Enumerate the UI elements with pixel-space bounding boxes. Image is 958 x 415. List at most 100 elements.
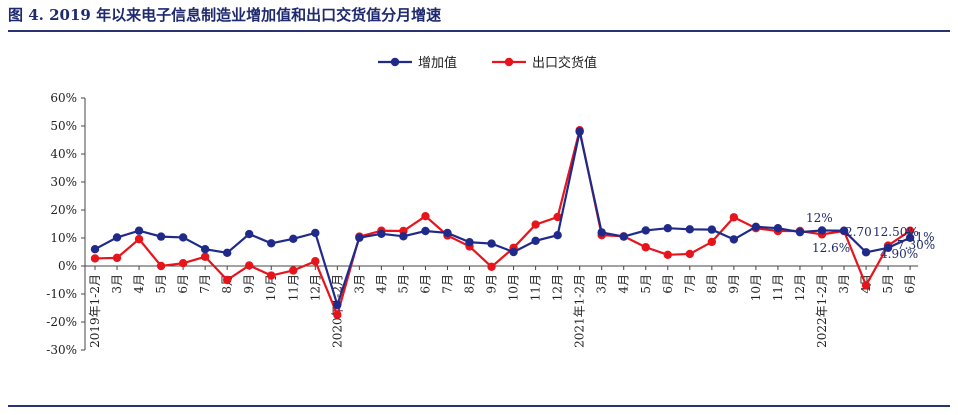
data-label: 12.6% [812,241,850,255]
data-point [134,226,144,235]
data-point [707,237,717,247]
x-tick-label: 2022年1-2月 [815,274,829,348]
data-point [905,233,915,242]
y-tick-label: 40% [50,147,77,161]
data-point [883,243,893,252]
data-point [222,275,232,285]
data-point [377,229,386,238]
x-tick-label: 7月 [683,274,697,294]
data-point [465,238,474,247]
x-tick-label: 8月 [705,274,719,294]
data-label: 12.50% [873,225,919,239]
x-tick-label: 3月 [110,274,124,294]
data-point [90,254,100,263]
x-tick-label: 9月 [485,274,499,294]
x-tick-label: 11月 [286,274,300,301]
data-point [707,225,717,234]
data-point [200,245,210,254]
data-point [267,239,276,248]
top-rule [8,30,950,32]
data-point [421,211,430,221]
data-point [839,226,849,235]
data-label: 2.70 [845,225,872,239]
x-tick-label: 11月 [529,274,543,301]
x-tick-label: 5月 [396,274,410,294]
data-point [861,248,871,257]
data-point [90,245,100,254]
y-tick-label: 0% [58,259,77,273]
x-tick-label: 7月 [440,274,454,294]
series-line-export [94,129,911,319]
data-point [663,224,672,233]
x-tick-label: 5月 [639,274,653,294]
data-point [685,249,695,259]
data-point [267,271,276,280]
data-point [861,281,871,290]
bottom-rule [8,405,950,407]
x-tick-label: 10月 [264,274,278,301]
data-point [597,228,606,237]
data-point [509,247,518,257]
data-point [421,226,430,236]
series-line-value-added [94,131,911,309]
data-point [112,253,122,263]
data-label: 7.30% [897,238,935,252]
data-point [751,222,761,231]
x-tick-label: 9月 [242,274,256,294]
data-point [333,300,342,310]
legend-label: 增加值 [418,55,457,71]
data-point [553,212,562,222]
data-point [311,257,320,266]
x-tick-label: 6月 [661,274,675,294]
y-tick-label: -10% [46,287,77,301]
data-point [311,228,320,238]
data-point [355,233,364,242]
data-label: 7.1% [904,230,935,244]
y-tick-label: 10% [50,231,77,245]
x-tick-label: 5月 [154,274,168,294]
x-tick-label: 7月 [198,274,212,294]
data-point [553,231,562,240]
data-point [245,229,254,239]
data-point [531,220,540,229]
data-point [399,232,408,241]
x-tick-label: 3月 [595,274,609,294]
data-point [222,248,232,258]
data-point [795,227,805,237]
x-tick-label: 12月 [793,274,807,301]
x-tick-label: 12月 [308,274,322,301]
data-point [178,259,188,268]
data-point [156,232,166,241]
y-tick-label: 20% [50,203,77,217]
x-tick-label: 4月 [617,274,631,294]
data-point [333,310,342,319]
data-point [487,262,496,272]
data-point [200,252,210,261]
x-tick-label: 6月 [903,274,917,294]
data-point [112,233,122,242]
x-tick-label: 9月 [727,274,741,294]
x-tick-label: 5月 [881,274,895,294]
data-label: 4.90% [880,247,918,261]
y-tick-label: 60% [50,91,77,105]
figure-title: 图 4. 2019 年以来电子信息制造业增加值和出口交货值分月增速 [8,6,442,24]
data-point [619,232,628,241]
data-label: 12% [806,211,833,225]
data-point [663,250,672,259]
data-point [685,225,695,234]
x-tick-label: 12月 [551,274,565,301]
data-point [531,236,540,245]
data-point [289,234,298,244]
data-point [134,234,144,244]
x-tick-label: 6月 [176,274,190,294]
x-tick-label: 10月 [749,274,763,301]
x-tick-label: 6月 [418,274,432,294]
x-tick-label: 3月 [837,274,851,294]
y-tick-label: -20% [46,315,77,329]
data-point [156,261,166,271]
x-tick-label: 2019年1-2月 [88,274,102,348]
x-tick-label: 3月 [352,274,366,294]
x-tick-label: 4月 [374,274,388,294]
x-tick-label: 10月 [507,274,521,301]
